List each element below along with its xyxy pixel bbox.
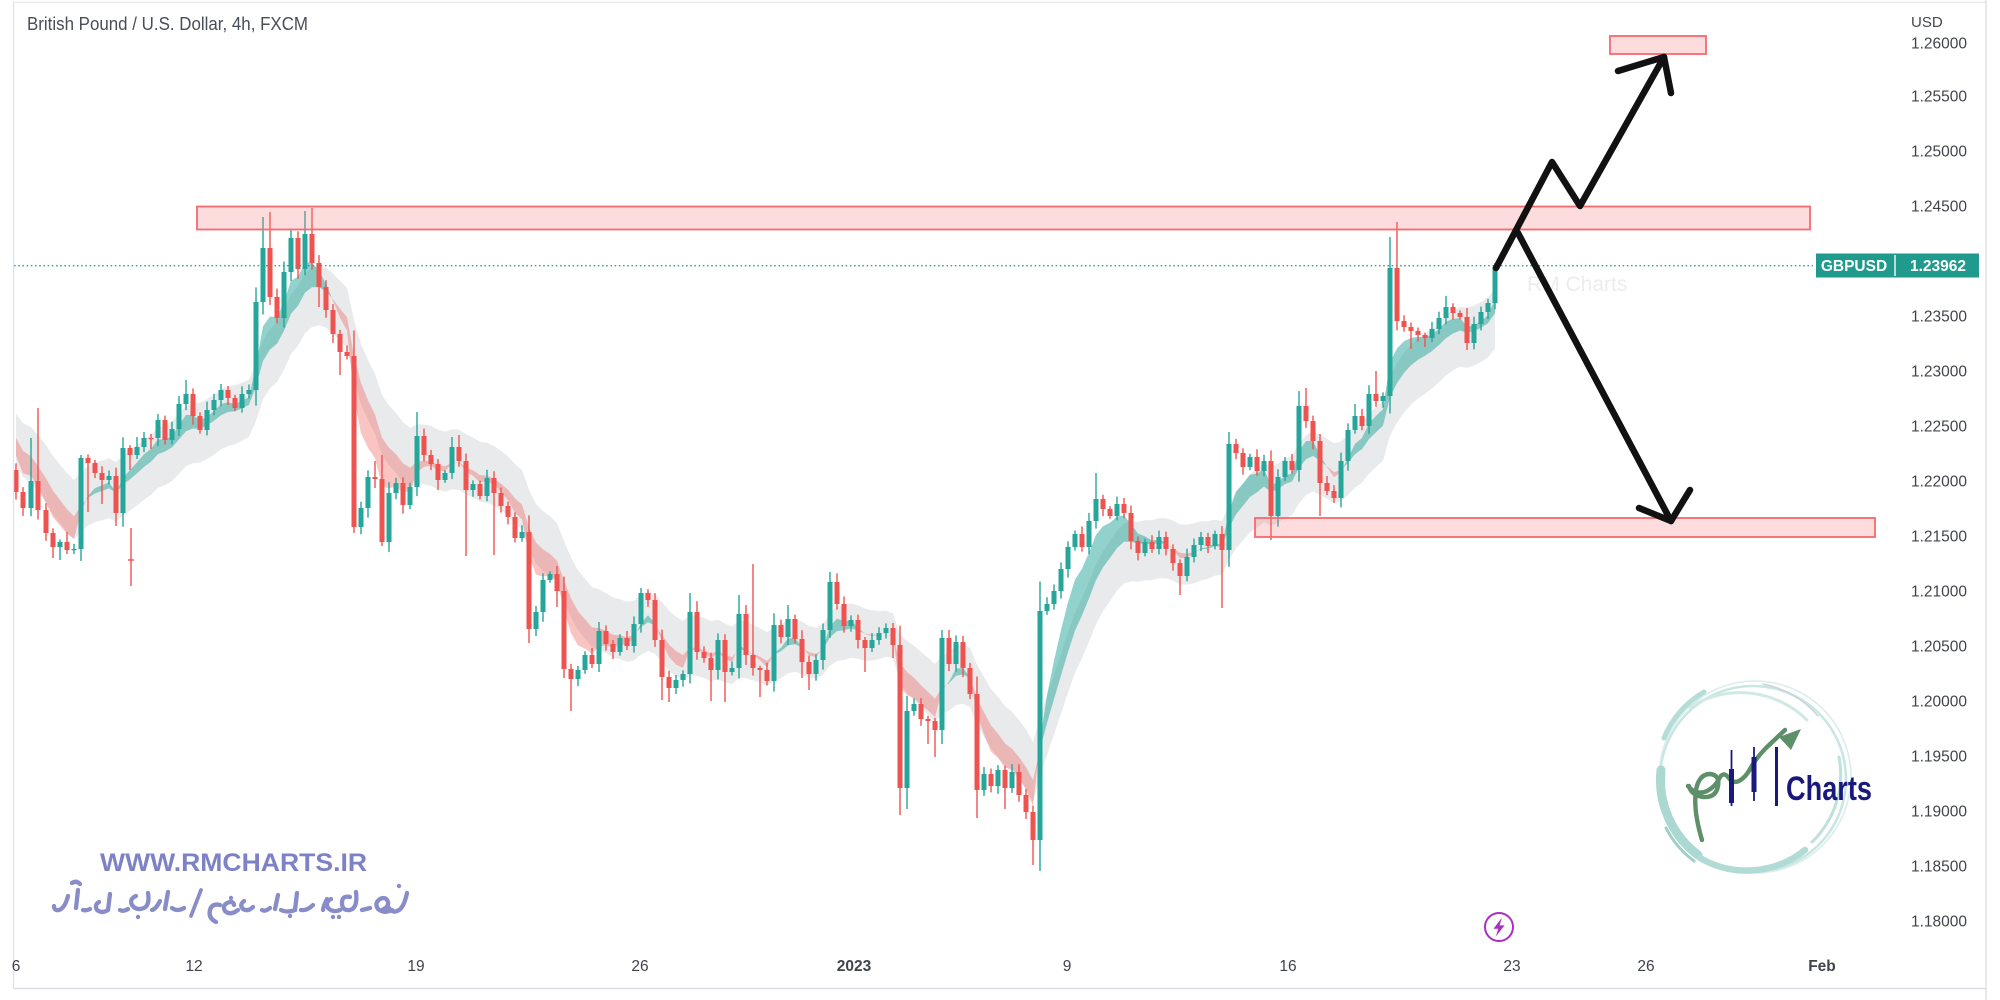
- svg-text:1.22000: 1.22000: [1911, 474, 1967, 491]
- svg-text:19: 19: [407, 958, 424, 975]
- svg-text:12: 12: [185, 958, 202, 975]
- svg-text:23: 23: [1503, 958, 1520, 975]
- svg-text:1.18500: 1.18500: [1911, 859, 1967, 876]
- svg-text:9: 9: [1063, 958, 1072, 975]
- svg-text:1.26000: 1.26000: [1911, 36, 1967, 53]
- svg-text:Feb: Feb: [1808, 958, 1836, 975]
- svg-text:1.19000: 1.19000: [1911, 804, 1967, 821]
- svg-text:1.24500: 1.24500: [1911, 199, 1967, 216]
- svg-text:1.20000: 1.20000: [1911, 694, 1967, 711]
- svg-text:1.25500: 1.25500: [1911, 89, 1967, 106]
- svg-text:1.22500: 1.22500: [1911, 419, 1967, 436]
- svg-text:British Pound / U.S. Dollar, 4: British Pound / U.S. Dollar, 4h, FXCM: [27, 14, 308, 34]
- svg-text:Charts: Charts: [1786, 770, 1872, 808]
- svg-text:1.18000: 1.18000: [1911, 914, 1967, 931]
- svg-text:26: 26: [631, 958, 648, 975]
- svg-text:1.25000: 1.25000: [1911, 144, 1967, 161]
- svg-text:16: 16: [1279, 958, 1296, 975]
- svg-text:6: 6: [12, 958, 21, 975]
- svg-text:USD: USD: [1911, 14, 1943, 31]
- svg-text:GBPUSD: GBPUSD: [1821, 258, 1887, 275]
- svg-text:1.21000: 1.21000: [1911, 584, 1967, 601]
- svg-text:26: 26: [1637, 958, 1654, 975]
- svg-text:1.23962: 1.23962: [1910, 258, 1966, 275]
- svg-text:WWW.RMCHARTS.IR: WWW.RMCHARTS.IR: [100, 849, 367, 877]
- svg-text:2023: 2023: [837, 958, 872, 975]
- svg-text:1.19500: 1.19500: [1911, 749, 1967, 766]
- svg-text:1.23000: 1.23000: [1911, 364, 1967, 381]
- svg-text:1.20500: 1.20500: [1911, 639, 1967, 656]
- svg-text:1.21500: 1.21500: [1911, 529, 1967, 546]
- svg-text:1.23500: 1.23500: [1911, 309, 1967, 326]
